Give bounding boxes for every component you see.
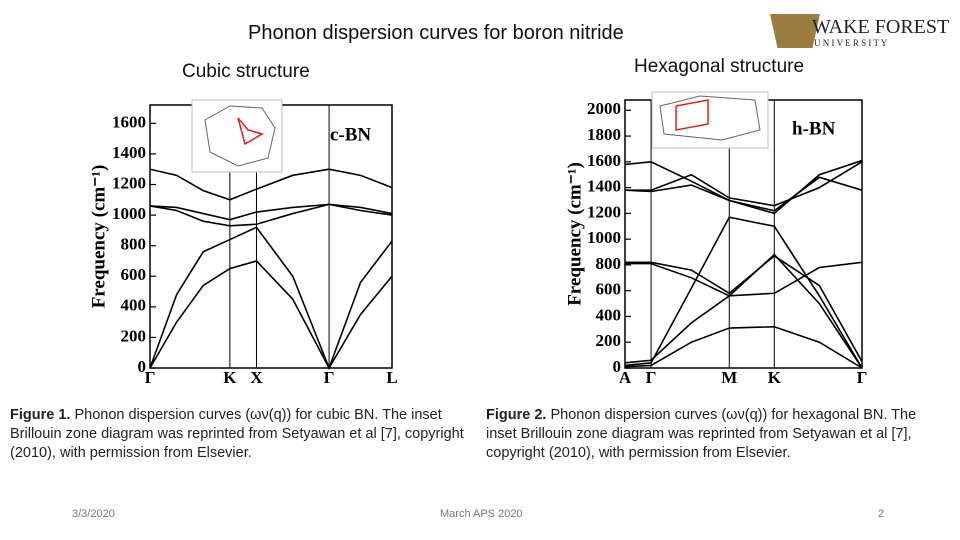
- slide-title: Phonon dispersion curves for boron nitri…: [248, 22, 624, 44]
- dispersion-branch: [624, 216, 863, 369]
- footer-date: 3/3/2020: [72, 508, 115, 520]
- caption-text: Phonon dispersion curves (ων(q)) for cub…: [10, 407, 464, 461]
- caption: Figure 1. Phonon dispersion curves (ων(q…: [10, 406, 472, 463]
- caption: Figure 2. Phonon dispersion curves (ων(q…: [486, 406, 948, 463]
- caption-label: Figure 1.: [10, 407, 71, 423]
- y-tick-label: 400: [596, 305, 622, 324]
- y-tick-label: 1600: [112, 112, 146, 131]
- y-tick-label: 2000: [587, 99, 621, 118]
- y-tick-label: 1000: [112, 204, 146, 223]
- dispersion-branch: [149, 260, 393, 370]
- caption-label: Figure 2.: [486, 407, 547, 423]
- x-tick-label: X: [250, 368, 263, 387]
- chart-label: c-BN: [330, 124, 371, 145]
- chart: 0 200 400 600 800 1000 1200 1400 1600 Γ K X Γ Lc-BN Fr…: [88, 104, 398, 387]
- footer-event: March APS 2020: [440, 508, 523, 520]
- y-tick-label: 800: [596, 254, 622, 273]
- y-tick-label: 1200: [587, 202, 621, 221]
- dispersion-branch: [624, 253, 863, 369]
- y-tick-label: 1800: [587, 125, 621, 144]
- y-tick-label: 1600: [587, 151, 621, 170]
- logo-sub: U N I V E R S I T Y: [814, 38, 888, 48]
- dispersion-branch: [625, 261, 863, 297]
- y-axis-label: Frequency (cm⁻¹): [564, 162, 585, 306]
- logo-name: WAKE FOREST: [812, 16, 950, 38]
- chart-label: h-BN: [792, 118, 836, 139]
- x-tick-label: M: [721, 368, 737, 387]
- x-tick-label: Γ: [646, 368, 657, 387]
- dispersion-branch: [625, 161, 863, 207]
- y-tick-label: 200: [121, 326, 147, 345]
- logo-shield: [770, 14, 820, 48]
- y-tick-label: 1400: [587, 177, 621, 196]
- chart-heading: Hexagonal structure: [634, 56, 805, 77]
- inset-brillouin-zone: [191, 91, 769, 173]
- y-tick-label: 600: [121, 265, 147, 284]
- dispersion-branch: [149, 226, 393, 371]
- y-tick-label: 0: [138, 357, 147, 376]
- y-tick-label: 600: [596, 280, 622, 299]
- dispersion-branch: [149, 203, 393, 221]
- chart-heading: Cubic structure: [182, 61, 310, 82]
- y-axis-label: Frequency (cm⁻¹): [88, 165, 109, 309]
- dispersion-branch: [625, 254, 863, 362]
- x-tick-label: K: [768, 368, 782, 387]
- dispersion-branch: [149, 168, 393, 201]
- footer-page: 2: [878, 508, 885, 520]
- y-tick-label: 200: [596, 331, 622, 350]
- y-tick-label: 400: [121, 296, 147, 315]
- dispersion-branch: [624, 176, 863, 212]
- x-tick-label: A: [619, 368, 632, 387]
- x-tick-label: L: [386, 368, 397, 387]
- x-tick-label: K: [223, 368, 237, 387]
- y-tick-label: 1200: [112, 173, 146, 192]
- y-tick-label: 800: [121, 235, 147, 254]
- dispersion-branch: [149, 203, 393, 227]
- y-tick-label: 1000: [587, 228, 621, 247]
- y-tick-label: 1400: [112, 143, 146, 162]
- x-tick-label: Γ: [145, 368, 156, 387]
- y-tick-label: 0: [613, 357, 622, 376]
- x-tick-label: Γ: [324, 368, 335, 387]
- x-tick-label: Γ: [857, 368, 868, 387]
- dispersion-branch: [624, 325, 863, 369]
- caption-text: Phonon dispersion curves (ων(q)) for hex…: [486, 407, 917, 461]
